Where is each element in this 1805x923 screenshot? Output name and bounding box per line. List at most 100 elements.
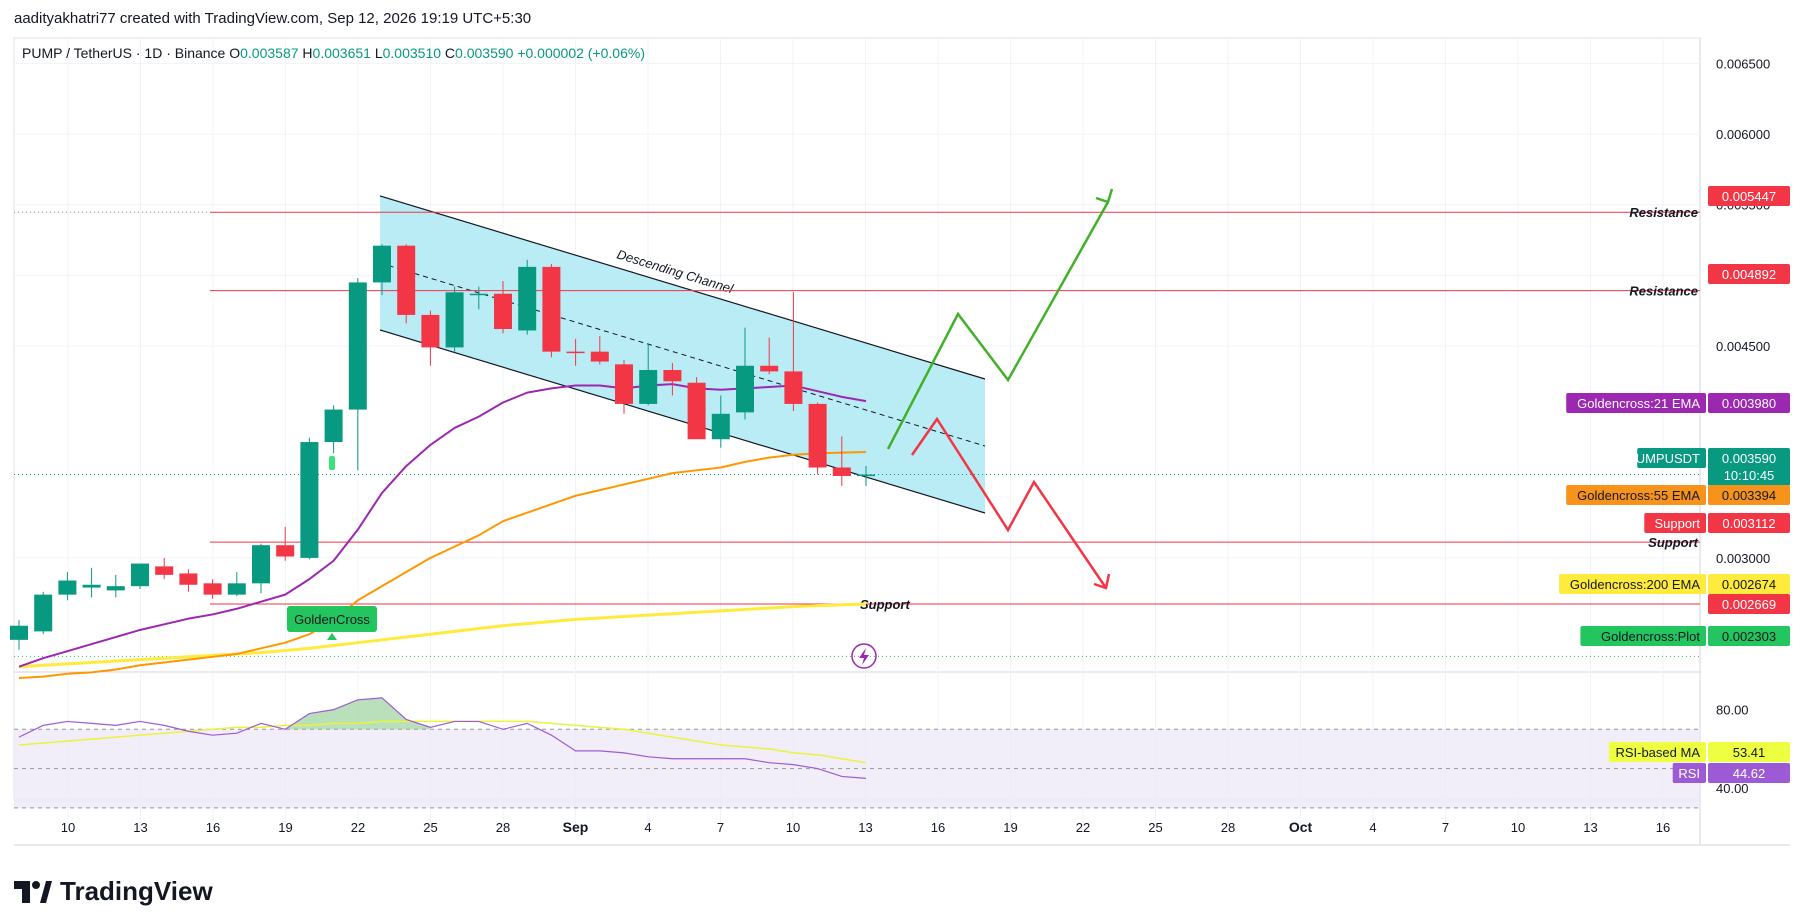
- time-tick-label: 25: [1148, 820, 1162, 835]
- candle-body: [397, 245, 416, 315]
- rsi-tick-label: 40.00: [1716, 781, 1749, 796]
- candle-body: [663, 370, 682, 382]
- time-tick-label: 19: [278, 820, 292, 835]
- candles: [10, 244, 875, 650]
- plot-marker: [329, 456, 335, 470]
- price-label-name-bg: [1580, 626, 1706, 646]
- golden-cross-label: GoldenCross: [294, 612, 370, 627]
- golden-cross-pointer: [327, 633, 337, 640]
- candle-body: [82, 584, 101, 588]
- candle-body: [58, 580, 77, 595]
- candle-body: [131, 563, 149, 587]
- ohlc-legend-part: 0.003651: [313, 45, 372, 61]
- header-attribution: aadityakhatri77 created with TradingView…: [14, 10, 532, 27]
- candle-body: [179, 573, 198, 585]
- time-tick-label: 4: [1369, 820, 1376, 835]
- time-tick-label: 28: [496, 820, 510, 835]
- price-label-value-bg: [1708, 448, 1790, 486]
- channel-mid-line: [379, 262, 986, 447]
- level-label-resistance: Resistance: [1629, 284, 1698, 299]
- candle-body: [494, 293, 512, 330]
- time-tick-label: 28: [1221, 820, 1235, 835]
- time-tick-label: 4: [644, 820, 651, 835]
- price-label-name-bg: [1672, 763, 1706, 783]
- rsi-ma-line: [18, 720, 867, 764]
- price-label-name-bg: [1608, 742, 1706, 762]
- price-label-value: 0.002674: [1722, 577, 1776, 592]
- lightning-icon-bolt: [859, 648, 869, 665]
- candle-body: [736, 365, 754, 413]
- time-tick-label: Oct: [1289, 819, 1313, 835]
- ema55-line: [18, 450, 867, 679]
- price-tick-label: 0.003000: [1716, 551, 1770, 566]
- price-label-name: Goldencross:Plot: [1601, 629, 1700, 644]
- price-label-name: Goldencross:200 EMA: [1570, 577, 1700, 592]
- candle-body: [252, 545, 270, 584]
- time-tick-label: 22: [1076, 820, 1090, 835]
- time-tick-label: 13: [858, 820, 872, 835]
- ema200-line: [18, 602, 867, 669]
- ohlc-legend-part: +0.000002 (+0.06%): [513, 45, 645, 61]
- ohlc-legend: PUMP / TetherUS · 1D · Binance O0.003587…: [22, 45, 645, 61]
- levels: Resistance Resistance Support Support: [210, 205, 1700, 612]
- level-value-bg: [1708, 264, 1790, 284]
- candle-body: [639, 370, 658, 404]
- forecast-up-arrowhead: [1095, 188, 1114, 204]
- price-label-value-bg: [1708, 763, 1790, 783]
- candle-body: [445, 292, 464, 348]
- candle-body: [324, 409, 343, 443]
- price-label-value: 0.003590: [1722, 451, 1776, 466]
- candle-body: [155, 566, 174, 575]
- candle-body: [203, 583, 222, 595]
- price-label-value-bg: [1708, 742, 1790, 762]
- candle-body: [34, 594, 53, 632]
- price-label-name-bg: [1644, 513, 1706, 533]
- candle-body: [590, 351, 609, 362]
- price-label-value-bg: [1708, 393, 1790, 413]
- candle-body: [808, 403, 827, 468]
- time-tick-label: 10: [1511, 820, 1525, 835]
- candle-body: [615, 364, 633, 404]
- golden-cross-badge: [287, 606, 377, 632]
- channel-lower-line: [379, 329, 986, 514]
- tradingview-logo-icon: [14, 880, 52, 903]
- ohlc-legend-part: 0.003590: [455, 45, 514, 61]
- time-tick-label: 7: [1442, 820, 1449, 835]
- time-tick-label: 13: [133, 820, 147, 835]
- time-tick-label: 10: [61, 820, 75, 835]
- time-tick-label: 16: [1656, 820, 1670, 835]
- rsi-line: [18, 697, 867, 779]
- ohlc-legend-text: PUMP / TetherUS · 1D · Binance O0.003587…: [22, 45, 645, 61]
- price-label-countdown: 10:10:45: [1724, 468, 1775, 483]
- price-label-name: PUMPUSDT: [1627, 451, 1700, 466]
- level-value: 0.005447: [1722, 189, 1776, 204]
- time-tick-label: 16: [206, 820, 220, 835]
- candle-body: [106, 586, 125, 591]
- candle-body: [566, 351, 585, 354]
- price-tick-label: 0.006000: [1716, 127, 1770, 142]
- level-label-resistance: Resistance: [1629, 205, 1698, 220]
- level-value: 0.004892: [1722, 267, 1776, 282]
- ohlc-legend-part: C: [441, 45, 455, 61]
- time-tick-label: 13: [1583, 820, 1597, 835]
- ohlc-legend-part: H: [299, 45, 313, 61]
- candle-body: [276, 545, 295, 557]
- candle-body: [857, 474, 875, 477]
- candle-body: [542, 266, 561, 352]
- price-label-value: 0.002669: [1722, 597, 1776, 612]
- price-label-value: 0.002303: [1722, 629, 1776, 644]
- price-label-name-bg: [1566, 485, 1706, 505]
- price-label-value-bg: [1708, 574, 1790, 594]
- price-label-value: 0.003980: [1722, 396, 1776, 411]
- price-label-name: Goldencross:21 EMA: [1577, 396, 1700, 411]
- time-tick-label: 16: [931, 820, 945, 835]
- time-tick-label: 19: [1003, 820, 1017, 835]
- candle-body: [348, 282, 367, 410]
- level-label-support: Support: [860, 597, 910, 612]
- time-tick-label: 22: [351, 820, 365, 835]
- ohlc-legend-part: L: [371, 45, 383, 61]
- price-labels: Goldencross:21 EMA 0.003980 PUMPUSDT 0.0035…: [1559, 186, 1790, 783]
- ohlc-legend-part: PUMP / TetherUS · 1D · Binance: [22, 45, 226, 61]
